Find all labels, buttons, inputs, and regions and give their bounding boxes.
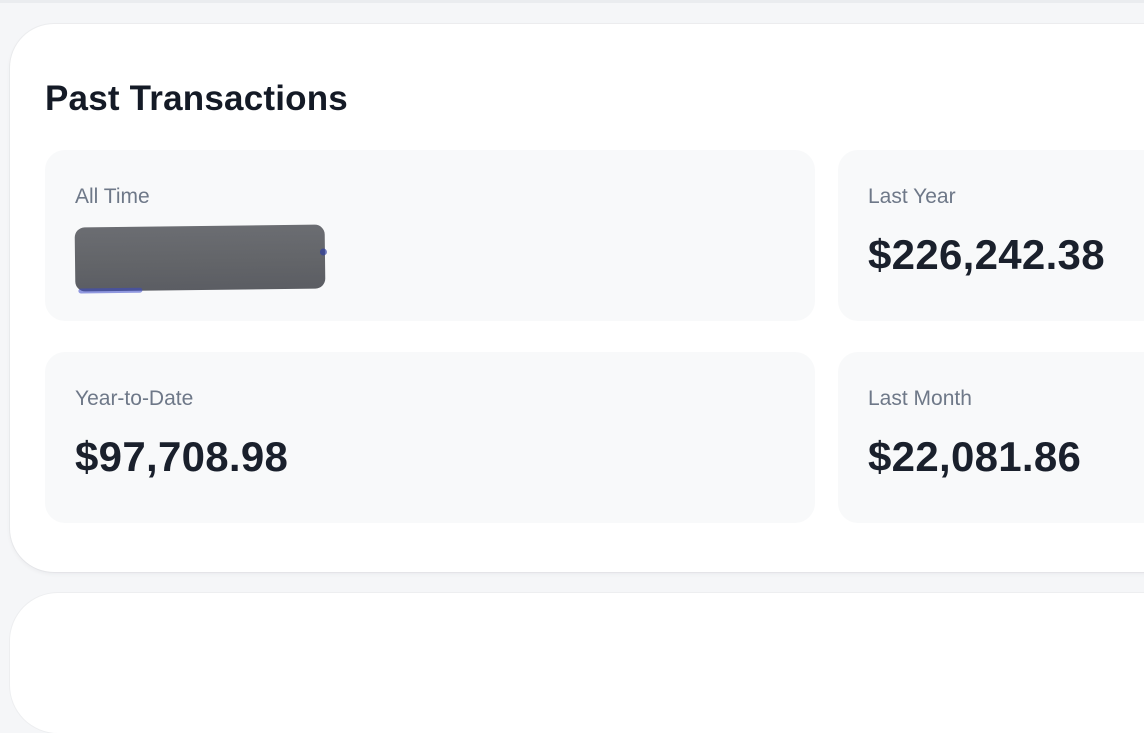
past-transactions-card: Past Transactions All Time Last Year $22… [10, 24, 1144, 572]
stat-value-last-year: $226,242.38 [868, 231, 1105, 278]
redaction-underlying-text-hint [78, 287, 143, 294]
stat-tile-all-time: All Time [45, 150, 815, 321]
stat-tile-last-year: Last Year $226,242.38 [838, 150, 1144, 321]
redaction-underlying-text-hint-dot [319, 248, 327, 256]
stat-label-last-month: Last Month [868, 387, 972, 410]
page-title: Past Transactions [45, 79, 348, 118]
stat-tile-last-month: Last Month $22,081.86 [838, 352, 1144, 523]
top-edge-divider [0, 0, 1144, 3]
stat-value-last-month: $22,081.86 [868, 433, 1082, 480]
stat-label-year-to-date: Year-to-Date [75, 387, 194, 410]
next-card-top-sliver [10, 593, 1144, 733]
stat-tile-year-to-date: Year-to-Date $97,708.98 [45, 352, 815, 523]
redacted-value [74, 224, 327, 294]
stat-label-last-year: Last Year [868, 185, 956, 208]
stat-value-year-to-date: $97,708.98 [75, 433, 289, 480]
stat-label-all-time: All Time [75, 185, 150, 208]
